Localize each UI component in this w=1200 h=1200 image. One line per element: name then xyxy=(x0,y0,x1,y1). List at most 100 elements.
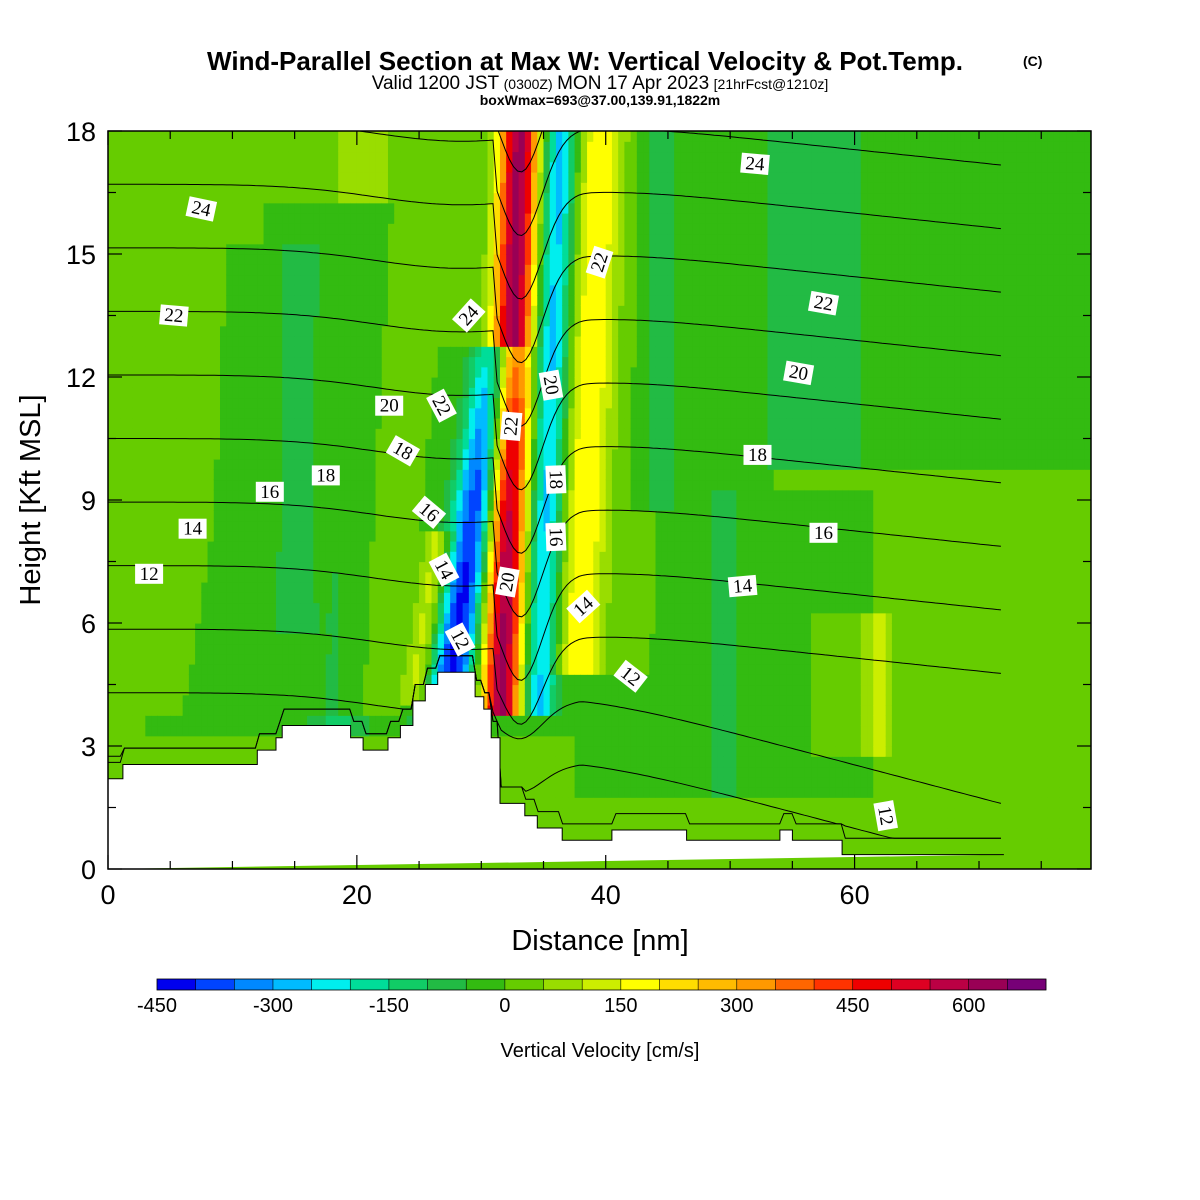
w-cell xyxy=(126,428,134,440)
w-cell xyxy=(294,489,302,501)
w-cell xyxy=(219,756,227,768)
w-cell xyxy=(238,366,246,378)
w-cell xyxy=(170,674,178,686)
w-cell xyxy=(269,725,277,737)
w-cell xyxy=(139,674,146,686)
w-cell xyxy=(450,172,457,183)
w-cell xyxy=(176,407,184,419)
w-cell xyxy=(188,407,196,419)
w-cell xyxy=(475,233,482,245)
w-cell xyxy=(176,397,184,409)
w-cell xyxy=(381,674,389,686)
w-cell xyxy=(369,336,377,347)
w-cell xyxy=(226,479,234,491)
w-cell xyxy=(531,131,538,142)
w-cell xyxy=(170,633,178,645)
w-cell xyxy=(244,254,252,265)
w-cell xyxy=(406,325,414,337)
w-cell xyxy=(244,756,252,768)
w-cell xyxy=(226,633,234,645)
w-cell xyxy=(288,561,296,573)
w-cell xyxy=(425,315,433,327)
w-cell xyxy=(263,274,271,286)
w-cell xyxy=(512,643,520,655)
w-cell xyxy=(518,377,526,388)
w-cell xyxy=(244,172,252,183)
w-cell xyxy=(188,653,196,665)
w-cell xyxy=(518,448,526,460)
w-cell xyxy=(350,664,358,675)
w-cell xyxy=(307,377,314,388)
w-cell xyxy=(400,715,408,727)
w-cell xyxy=(350,295,358,306)
w-cell xyxy=(275,356,283,368)
w-cell xyxy=(400,653,408,665)
w-cell xyxy=(331,448,339,460)
w-cell xyxy=(139,325,146,337)
w-cell xyxy=(325,213,333,224)
w-cell xyxy=(257,336,265,347)
w-cell xyxy=(331,438,339,450)
w-cell xyxy=(319,510,327,522)
w-cell xyxy=(132,541,140,552)
w-cell xyxy=(493,254,501,265)
w-cell xyxy=(170,735,178,747)
w-cell xyxy=(108,664,115,675)
w-cell xyxy=(307,674,314,686)
w-cell xyxy=(219,725,227,737)
w-cell xyxy=(325,571,333,583)
w-cell xyxy=(475,479,482,491)
w-cell xyxy=(313,356,321,368)
w-cell xyxy=(182,756,190,768)
w-cell xyxy=(275,202,283,214)
w-cell xyxy=(182,336,190,347)
w-cell xyxy=(282,387,290,399)
w-cell xyxy=(201,397,209,409)
w-cell xyxy=(412,500,420,511)
w-cell xyxy=(132,284,140,296)
w-cell xyxy=(319,397,327,409)
w-cell xyxy=(108,459,115,470)
w-cell xyxy=(325,243,333,255)
w-cell xyxy=(350,489,358,501)
w-cell xyxy=(518,797,526,809)
w-cell xyxy=(170,397,178,409)
w-cell xyxy=(188,284,196,296)
w-cell xyxy=(356,254,364,265)
w-cell xyxy=(126,746,134,757)
w-cell xyxy=(375,295,383,306)
w-cell xyxy=(120,582,128,593)
w-cell xyxy=(238,459,246,470)
w-cell xyxy=(275,643,283,655)
w-cell xyxy=(481,213,489,224)
w-cell xyxy=(344,530,352,542)
w-cell xyxy=(238,428,246,440)
w-cell xyxy=(226,233,234,245)
w-cell xyxy=(431,387,439,399)
w-cell xyxy=(443,315,451,327)
w-cell xyxy=(120,715,128,727)
w-cell xyxy=(132,623,140,634)
w-cell xyxy=(263,674,271,686)
w-cell xyxy=(213,674,221,686)
w-cell xyxy=(226,284,234,296)
w-cell xyxy=(170,746,178,757)
w-cell xyxy=(338,284,346,296)
w-cell xyxy=(431,541,439,552)
w-cell xyxy=(369,213,377,224)
w-cell xyxy=(307,438,314,450)
w-cell xyxy=(331,623,339,634)
w-cell xyxy=(412,141,420,153)
w-cell xyxy=(412,305,420,317)
w-cell xyxy=(139,213,146,224)
w-cell xyxy=(188,366,196,378)
w-cell xyxy=(344,541,352,552)
w-cell xyxy=(132,346,140,358)
w-cell xyxy=(232,664,240,675)
w-cell xyxy=(468,407,476,419)
w-cell xyxy=(406,633,414,645)
w-cell xyxy=(300,705,308,716)
w-cell xyxy=(244,530,252,542)
w-cell xyxy=(425,623,433,634)
w-cell xyxy=(132,674,140,686)
